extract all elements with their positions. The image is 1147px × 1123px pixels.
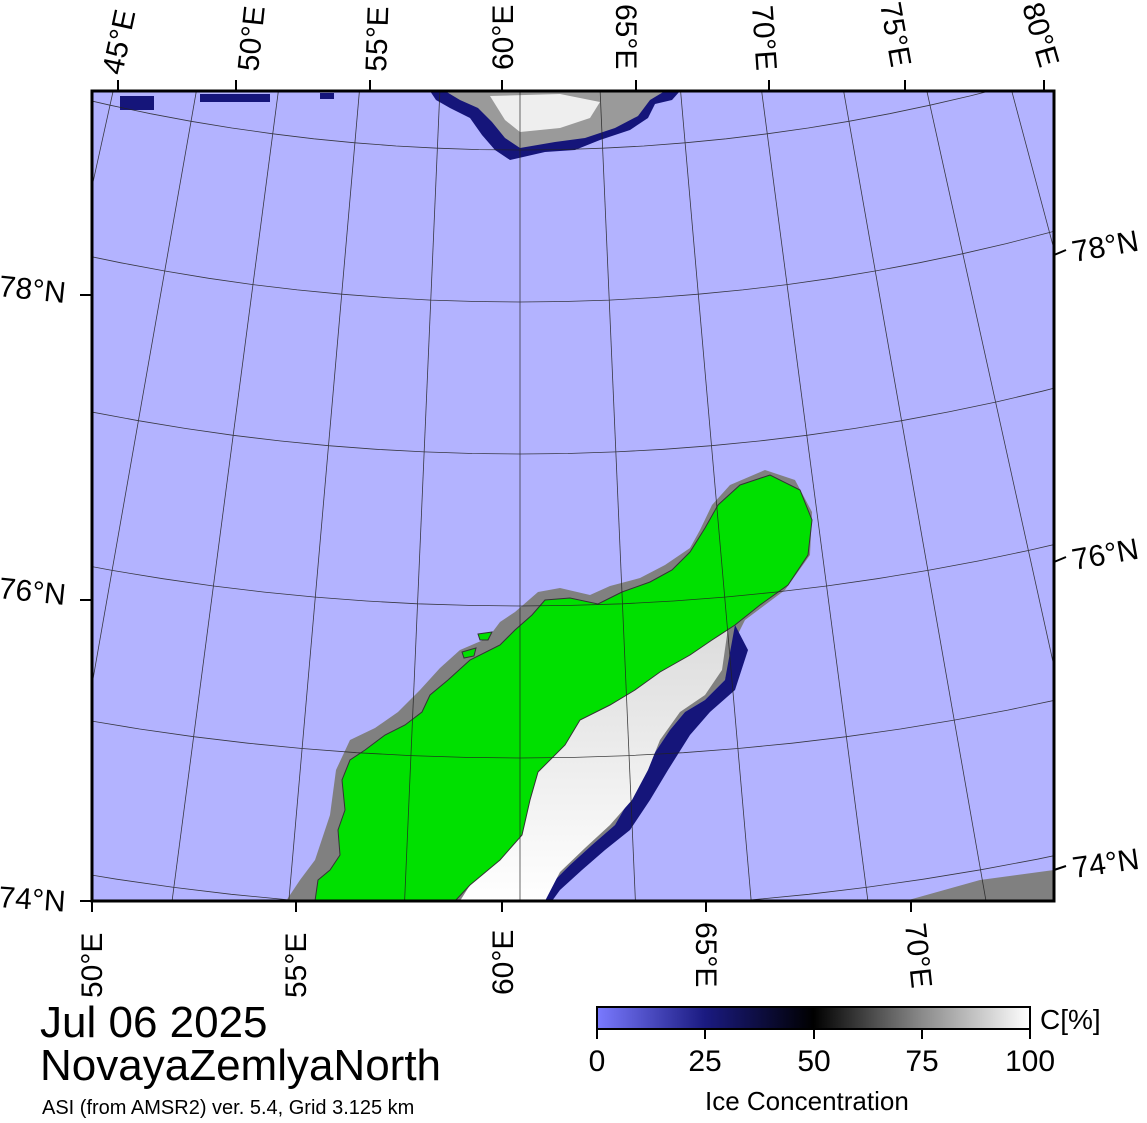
meridian-line [288,91,360,901]
land-novaya-zemlya [314,474,813,901]
colorbar-title: Ice Concentration [705,1086,909,1116]
meridian-line [926,91,1054,669]
colorbar-tick-0: 0 [588,1045,606,1078]
top-lon-label-70: 70°E [745,4,782,72]
sea-ice-north-white [490,94,600,132]
right-lat-label-74: 74°N [1070,843,1141,885]
colorbar-tick-100: 100 [1004,1045,1056,1078]
meridian-line [171,91,279,901]
colorbar-ticks [596,1029,1031,1039]
top-lon-label-55: 55°E [360,6,395,73]
right-lat-label-78: 78°N [1069,225,1141,269]
left-lat-label-78: 78°N [0,270,67,310]
colorbar [596,1006,1031,1030]
meridian-line [680,91,752,901]
coast-mask-kara [905,870,1054,901]
colorbar-unit: C[%] [1040,1004,1101,1035]
meridian-line [92,91,197,688]
meridian-line [1090,0,1147,965]
parallel-line [92,387,1054,455]
right-lat-label-76: 76°N [1069,533,1141,577]
parallel-line [92,230,1054,303]
left-lat-label-74: 74°N [0,881,67,919]
map-date: Jul 06 2025 [40,998,268,1047]
meridian-line [761,91,869,901]
ice-speck-1 [120,96,154,110]
axis-ticks [80,80,1067,912]
bottom-lon-label-65: 65°E [689,922,722,987]
top-lon-label-65: 65°E [609,4,642,69]
meridian-line [599,91,636,901]
top-lon-label-75: 75°E [873,0,917,70]
parallel-line [92,855,1054,901]
bottom-lon-label-50: 50°E [76,933,109,998]
top-lon-label-45: 45°E [97,7,143,78]
bottom-lon-label-55: 55°E [280,933,313,998]
region-name: NovayaZemlyaNorth [40,1041,442,1090]
parallel-line [92,700,1054,759]
ice-speck-3 [320,93,334,99]
meridian-line [0,0,19,1005]
colorbar-tick-25: 25 [688,1045,722,1078]
meridian-line [404,91,441,901]
meridian-line [843,91,987,901]
bottom-lon-label-70: 70°E [898,921,938,989]
left-lat-label-76: 76°N [0,572,67,612]
parallel-line [92,544,1054,607]
colorbar-tick-50: 50 [797,1045,831,1078]
colorbar-tick-75: 75 [905,1045,939,1078]
islet-2 [477,631,493,641]
product-info: ASI (from AMSR2) ver. 5.4, Grid 3.125 km [42,1097,415,1119]
top-lon-label-50: 50°E [232,4,272,72]
islet-1 [461,647,477,659]
fast-ice-east [460,628,728,901]
ice-speck-2 [200,94,270,102]
bottom-lon-label-60: 60°E [487,930,520,995]
top-lon-label-80: 80°E [1015,0,1065,71]
top-lon-label-60: 60°E [487,5,520,70]
parallel-line [92,91,992,151]
map-frame [90,89,1056,903]
